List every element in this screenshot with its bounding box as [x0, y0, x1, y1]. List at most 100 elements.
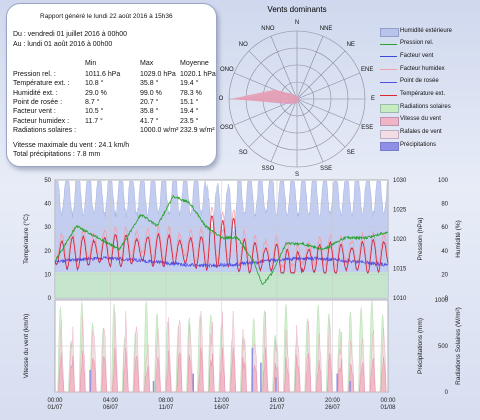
report-title: Rapport généré le lundi 22 août 2016 à 1…	[40, 13, 173, 20]
y-pressure-tick-label: 1030	[393, 178, 407, 184]
legend-item: Pression rel.	[379, 39, 477, 50]
x-tick-label: 16:00 21/07	[269, 398, 285, 411]
x-tick-label-line: 16/07	[214, 405, 230, 411]
x-tick-label-line: 20:00	[325, 398, 341, 404]
legend-label: Facteur humidex	[400, 65, 445, 72]
wind-max-text: Vitesse maximale du vent : 24.1 km/h	[13, 142, 130, 149]
report-row-avg: 78.3 %	[180, 89, 202, 97]
wind-rose-direction-label: O	[218, 96, 224, 102]
wind-rose-spoke	[270, 36, 298, 100]
wind-rose-spoke	[248, 98, 298, 148]
legend-swatch	[380, 28, 399, 37]
legend-item: Rafales de vent	[379, 128, 477, 139]
wind-rose-direction-label: OSO	[220, 125, 234, 132]
precipitation-bar	[192, 373, 194, 392]
report-row-max: 99.0 %	[140, 89, 162, 97]
x-tick-label-line: 00:00	[47, 398, 63, 404]
wind-rose-direction-label: NNO	[261, 25, 275, 32]
y-left-axis-title: Température (°C)	[22, 214, 30, 264]
x-tick-label-line: 06/07	[103, 405, 119, 411]
wind-rose-spoke	[296, 98, 360, 126]
y-pressure-tick-label: 1020	[393, 237, 407, 243]
legend-swatch	[380, 129, 399, 139]
x-tick-label: 04:00 06/07	[103, 398, 119, 411]
y-left-tick-label: 50	[44, 178, 51, 184]
legend-swatch	[380, 56, 397, 58]
wind-rose-spoke	[296, 50, 346, 100]
y-precip-axis-title: Précipitations (mm)	[417, 318, 424, 374]
report-row-avg: 19.4 °	[180, 80, 199, 88]
x-tick-label: 00:00 01/07	[47, 398, 63, 411]
report-row-label: Température ext. :	[13, 80, 70, 88]
y-left-tick-label: 30	[44, 225, 51, 231]
report-row-avg: 15.1 °	[180, 98, 199, 106]
y-wind-axis-title: Vitesse du vent (km/h)	[23, 314, 30, 379]
legend-label: Précipitations	[400, 141, 437, 148]
wind-rose-spoke	[296, 98, 324, 162]
wind-rose: Vents dominants N NNE NE ENE E ESE SE SSE S SSO SO…	[218, 5, 376, 178]
legend-swatch	[380, 104, 399, 114]
precipitation-bar	[336, 373, 338, 392]
legend-item: Facteur humidex	[379, 64, 477, 75]
y-left-tick-label: 0	[48, 296, 52, 302]
report-row-avg: 232.9 w/m²	[180, 126, 215, 134]
wind-rose-direction-label: ESE	[361, 125, 374, 132]
legend-label: Rafales de vent	[400, 129, 442, 136]
y-pressure-axis-title: Pression (hPa)	[417, 218, 424, 261]
wind-rose-spoke	[296, 72, 360, 100]
report-row-max: 35.8 °	[140, 80, 159, 88]
legend-label: Vitesse du vent	[400, 116, 441, 123]
x-tick-label: 08:00 11/07	[158, 398, 174, 411]
x-tick-label-line: 21/07	[269, 405, 285, 411]
wind-rose-direction-label: NE	[346, 42, 355, 49]
x-tick-label: 00:00 01/08	[380, 398, 396, 411]
col-avg-header: Moyenne	[180, 60, 209, 67]
legend-item: Facteur vent	[379, 51, 477, 62]
report-row-max: 1029.0 hPa	[140, 71, 176, 78]
report-row-max: 20.7 °	[140, 98, 159, 106]
legend-label: Température ext.	[400, 91, 446, 97]
wind-rose-speed-area	[232, 89, 299, 104]
legend-swatch	[380, 69, 397, 71]
report-row-avg: 1020.1 hPa	[180, 71, 216, 78]
wind-rose-direction-label: SSO	[261, 166, 275, 173]
precipitation-bar	[152, 380, 155, 392]
wind-rose-direction-label: SE	[346, 149, 355, 156]
y-humidity-tick-label: 60	[441, 225, 448, 231]
x-tick-label: 12:00 16/07	[214, 398, 230, 411]
legend-item: Précipitations	[379, 140, 477, 152]
y-solar-tick-label: 500	[438, 344, 449, 350]
wind-rose-spoke	[248, 50, 298, 100]
wind-rose-direction-label: E	[370, 96, 376, 102]
legend: Humidité extérieure Pression rel. Facteur …	[379, 26, 477, 154]
legend-item: Température ext.	[379, 90, 477, 101]
wind-rose-title: Vents dominants	[267, 5, 327, 14]
x-tick-label-line: 01/07	[47, 405, 63, 411]
report-from: Du : vendredi 01 juillet 2016 à 00h00	[13, 31, 128, 38]
y-left-tick-label: 10	[44, 272, 51, 278]
wind-rose-direction-label: ONO	[219, 66, 234, 73]
y-solar-tick-label: 0	[445, 390, 449, 396]
wind-rose-direction-label: ENE	[361, 66, 374, 73]
y-humidity-tick-label: 100	[438, 178, 449, 184]
x-tick-label-line: 01/08	[380, 405, 396, 411]
y-humidity-axis-title: Humidité (%)	[455, 220, 462, 258]
report-row-label: Radiations solaires :	[13, 126, 77, 134]
precip-total-text: Total précipitations : 7.8 mm	[13, 151, 101, 158]
report-row-max: 35.8 °	[140, 108, 159, 116]
report-row-avg: 23.5 °	[180, 117, 199, 125]
x-tick-label-line: 26/07	[325, 405, 341, 411]
y-pressure-tick-label: 1025	[393, 208, 407, 214]
report-panel: Rapport généré le lundi 22 août 2016 à 1…	[6, 3, 217, 167]
wind-rose-plot	[228, 30, 366, 168]
x-tick-label-line: 12:00	[214, 398, 230, 404]
legend-item: Radiations solaires	[379, 102, 477, 114]
legend-swatch	[380, 43, 397, 45]
y-humidity-tick-label: 0	[445, 296, 449, 302]
wind-rose-spoke	[296, 98, 346, 148]
wind-rose-direction-label: N	[294, 20, 300, 26]
report-row-label: Pression rel. :	[13, 71, 56, 78]
wind-rose-direction-label: NNE	[319, 25, 333, 32]
